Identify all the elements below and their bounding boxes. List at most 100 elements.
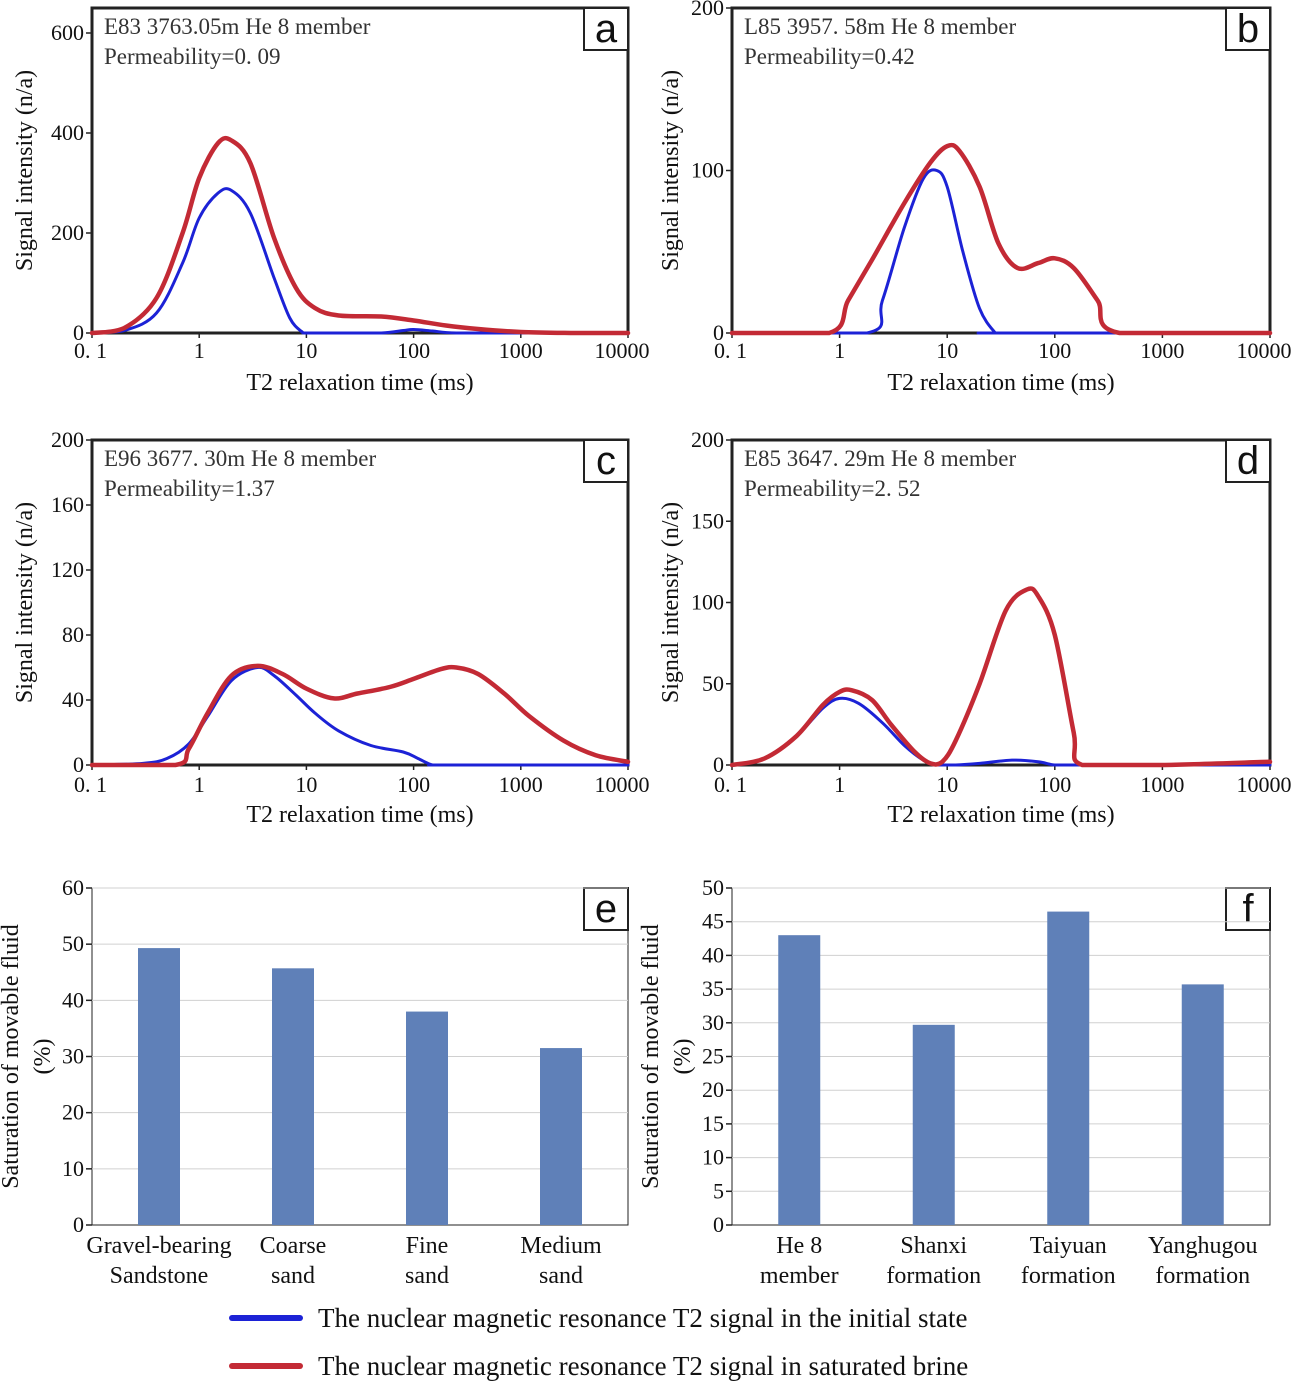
x-category-label: Taiyuan xyxy=(1030,1233,1107,1259)
y-axis-title-unit: (%) xyxy=(30,1039,56,1075)
x-axis-title: T2 relaxation time (ms) xyxy=(887,370,1114,396)
x-category-label: Sandstone xyxy=(110,1263,209,1289)
x-tick-label: 10 xyxy=(936,772,958,797)
panel-b: b 0 100 200 L85 3957. 58m He 8 member Permeab… xyxy=(658,0,1292,396)
series-line-initial xyxy=(90,187,630,335)
panel-d: d 0 50 100 150 200 E85 3647. 29m He 8 member Pe… xyxy=(658,427,1292,828)
y-tick-label: 160 xyxy=(51,492,84,517)
y-tick-label: 150 xyxy=(691,508,724,533)
panel-label: f xyxy=(1242,887,1254,931)
y-tick-label: 60 xyxy=(62,875,84,900)
permeability-annotation: Permeability=0. 09 xyxy=(104,44,281,69)
sample-annotation: E83 3763.05m He 8 member xyxy=(104,14,371,39)
bar xyxy=(138,948,180,1225)
y-tick-label: 100 xyxy=(691,590,724,615)
x-tick-label: 0. 1 xyxy=(714,772,747,797)
x-category-label: Shanxi xyxy=(900,1233,967,1259)
x-axis-title: T2 relaxation time (ms) xyxy=(246,802,473,828)
x-tick-label: 10000 xyxy=(1237,772,1292,797)
y-tick-label: 5 xyxy=(713,1178,724,1203)
x-category-label: Coarse xyxy=(260,1233,327,1259)
x-tick-label: 0. 1 xyxy=(714,338,747,363)
panel-label: b xyxy=(1237,7,1259,51)
y-tick-label: 120 xyxy=(51,557,84,582)
x-tick-label: 0. 1 xyxy=(74,772,107,797)
panel-label-box xyxy=(1225,439,1271,483)
y-tick-label: 100 xyxy=(691,158,724,183)
x-axis-title: T2 relaxation time (ms) xyxy=(887,802,1114,828)
y-tick-label: 20 xyxy=(702,1077,724,1102)
series-line-brine xyxy=(89,663,631,768)
x-category-label: formation xyxy=(1155,1263,1250,1289)
bar xyxy=(778,935,821,1225)
x-category-label: formation xyxy=(886,1263,981,1289)
y-axis-title-unit: (%) xyxy=(670,1039,696,1075)
panel-label-box xyxy=(583,439,629,483)
bar xyxy=(406,1011,448,1225)
panel-label: d xyxy=(1237,439,1259,483)
series-line-brine xyxy=(89,135,631,336)
y-tick-label: 50 xyxy=(702,671,724,696)
legend: The nuclear magnetic resonance T2 signal… xyxy=(229,1303,968,1381)
permeability-annotation: Permeability=0.42 xyxy=(744,44,915,69)
y-tick-label: 0 xyxy=(713,752,724,777)
bar xyxy=(1047,911,1090,1225)
y-tick-label: 200 xyxy=(51,427,84,452)
x-category-label: sand xyxy=(271,1263,315,1289)
y-tick-label: 0 xyxy=(713,1212,724,1237)
y-tick-label: 20 xyxy=(62,1100,84,1125)
x-tick-label: 100 xyxy=(397,772,430,797)
series-line-initial xyxy=(730,168,1272,335)
series-line-brine xyxy=(729,586,1273,768)
plot-frame xyxy=(90,438,630,767)
legend-label-initial: The nuclear magnetic resonance T2 signal… xyxy=(318,1303,968,1333)
y-tick-label: 10 xyxy=(702,1145,724,1170)
bar xyxy=(272,968,314,1225)
y-tick-label: 0 xyxy=(713,320,724,345)
x-tick-label: 1000 xyxy=(499,772,543,797)
legend-label-brine: The nuclear magnetic resonance T2 signal… xyxy=(318,1351,968,1381)
bar xyxy=(1181,984,1224,1225)
y-tick-label: 35 xyxy=(702,976,724,1001)
panel-label-box xyxy=(1225,7,1271,51)
y-tick-label: 0 xyxy=(73,320,84,345)
x-tick-label: 0. 1 xyxy=(74,338,107,363)
x-tick-label: 10 xyxy=(295,338,317,363)
panel-label-box xyxy=(583,7,629,51)
sample-annotation: L85 3957. 58m He 8 member xyxy=(744,14,1016,39)
y-axis-title: Saturation of movable fluid xyxy=(638,924,664,1189)
panel-e: e 0 10 20 30 40 50 60 Gravel-bearing Sandstone Coa… xyxy=(0,875,629,1289)
y-tick-label: 80 xyxy=(62,622,84,647)
y-tick-label: 40 xyxy=(702,942,724,967)
y-axis-title: Saturation of movable fluid xyxy=(0,924,24,1189)
x-axis-title: T2 relaxation time (ms) xyxy=(246,370,473,396)
y-tick-label: 30 xyxy=(62,1044,84,1069)
y-axis-title: Signal intensity (n/a) xyxy=(12,502,38,703)
series-line-brine xyxy=(729,142,1273,336)
x-tick-label: 10000 xyxy=(595,772,650,797)
y-axis-title: Signal intensity (n/a) xyxy=(658,502,684,703)
y-tick-label: 25 xyxy=(702,1044,724,1069)
panel-label: a xyxy=(595,7,618,51)
x-category-label: He 8 xyxy=(776,1233,822,1259)
x-tick-label: 1000 xyxy=(499,338,543,363)
x-tick-label: 100 xyxy=(1038,772,1071,797)
x-tick-label: 10 xyxy=(936,338,958,363)
x-tick-label: 1000 xyxy=(1140,338,1184,363)
x-tick-label: 1 xyxy=(834,338,845,363)
x-tick-label: 100 xyxy=(397,338,430,363)
panel-f: f 0 5 10 15 20 25 30 35 40 45 50 He 8 member Shanxi for… xyxy=(638,875,1271,1289)
x-tick-label: 1 xyxy=(834,772,845,797)
x-tick-label: 10 xyxy=(295,772,317,797)
x-category-label: Medium xyxy=(520,1233,602,1259)
y-axis-title: Signal intensity (n/a) xyxy=(658,70,684,271)
y-tick-label: 30 xyxy=(702,1010,724,1035)
permeability-annotation: Permeability=2. 52 xyxy=(744,476,921,501)
series-line-initial xyxy=(90,665,630,767)
x-tick-label: 100 xyxy=(1038,338,1071,363)
panel-label-box xyxy=(583,887,629,931)
series-line-initial xyxy=(730,696,1272,767)
x-category-label: Gravel-bearing xyxy=(86,1233,231,1259)
